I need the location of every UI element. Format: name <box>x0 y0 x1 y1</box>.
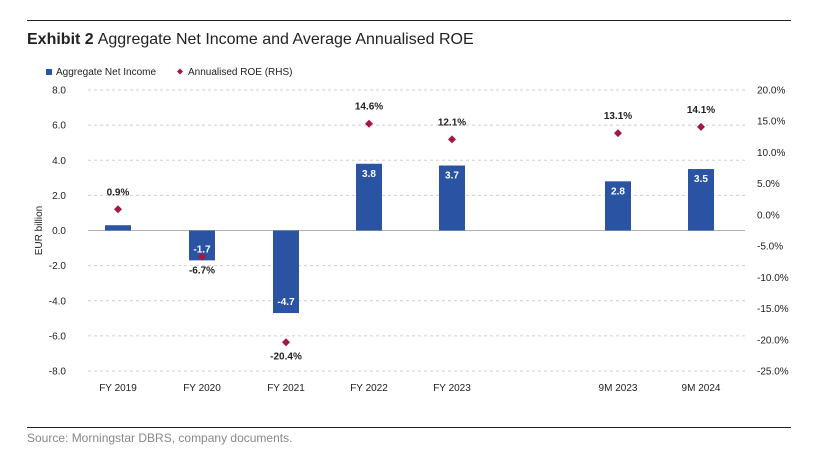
legend-marker-swatch <box>177 68 183 75</box>
exhibit-title: Exhibit 2 Aggregate Net Income and Averag… <box>27 31 474 49</box>
y-tick-label: 0.0 <box>52 226 66 237</box>
y2-tick-label: 10.0% <box>757 148 785 159</box>
roe-marker <box>448 135 456 144</box>
bar <box>688 169 714 231</box>
bar-value-label: 3.8 <box>362 169 376 180</box>
bar <box>605 181 631 231</box>
source-note: Source: Morningstar DBRS, company docume… <box>27 431 293 445</box>
x-tick-label: FY 2022 <box>350 383 388 394</box>
y2-tick-label: -25.0% <box>757 367 789 378</box>
y2-tick-label: 5.0% <box>757 179 780 190</box>
y-tick-label: -8.0 <box>49 367 67 378</box>
y2-tick-label: 15.0% <box>757 117 785 128</box>
bar-value-label: 3.5 <box>694 174 708 185</box>
top-rule <box>27 20 791 21</box>
bar-value-label: -4.7 <box>277 297 295 308</box>
x-tick-label: FY 2020 <box>183 383 221 394</box>
y2-tick-label: 0.0% <box>757 210 780 221</box>
x-tick-label: FY 2019 <box>99 383 137 394</box>
x-tick-label: FY 2023 <box>433 383 471 394</box>
legend-marker-label: Annualised ROE (RHS) <box>188 67 292 78</box>
bar <box>273 230 299 314</box>
x-tick-label: FY 2021 <box>267 383 305 394</box>
roe-value-label: 14.1% <box>687 105 715 116</box>
roe-value-label: -20.4% <box>270 351 302 362</box>
y-tick-label: -4.0 <box>49 296 67 307</box>
x-tick-label: 9M 2024 <box>682 383 721 394</box>
roe-marker <box>114 205 122 214</box>
roe-marker <box>198 252 206 261</box>
roe-value-label: 12.1% <box>438 117 466 128</box>
bottom-rule <box>27 427 791 428</box>
bar-value-label: 2.8 <box>611 186 625 197</box>
y2-tick-label: 20.0% <box>757 86 785 97</box>
y-tick-label: -2.0 <box>49 261 67 272</box>
bar <box>356 163 382 231</box>
x-tick-label: 9M 2023 <box>599 383 638 394</box>
y2-tick-label: -10.0% <box>757 273 789 284</box>
roe-marker <box>614 129 622 138</box>
roe-value-label: -6.7% <box>189 266 215 277</box>
y-tick-label: -6.0 <box>49 331 67 342</box>
y2-tick-label: -20.0% <box>757 335 789 346</box>
bar <box>439 165 465 231</box>
y2-tick-label: -5.0% <box>757 242 783 253</box>
y-tick-label: 4.0 <box>52 156 66 167</box>
bar <box>105 225 131 231</box>
y-tick-label: 2.0 <box>52 191 66 202</box>
roe-value-label: 0.9% <box>107 187 130 198</box>
legend-bar-label: Aggregate Net Income <box>56 67 156 78</box>
roe-marker <box>697 122 705 131</box>
bar-value-label: 3.7 <box>445 171 459 182</box>
exhibit-number: Exhibit 2 <box>27 31 94 48</box>
roe-value-label: 14.6% <box>355 102 383 113</box>
chart-title: Aggregate Net Income and Average Annuali… <box>97 31 474 48</box>
y2-tick-label: -15.0% <box>757 304 789 315</box>
roe-value-label: 13.1% <box>604 111 632 122</box>
y-tick-label: 8.0 <box>52 86 66 97</box>
y-tick-label: 6.0 <box>52 121 66 132</box>
bar-value-label: -1.7 <box>193 244 211 255</box>
roe-marker <box>282 338 290 347</box>
roe-marker <box>365 119 373 128</box>
legend-bar-swatch <box>46 69 52 75</box>
y-axis-title: EUR billion <box>34 206 45 255</box>
chart-area: 8.0 6.0 4.0 2.0 0.0 -2.0 -4.0 -6.0 -8.0 20.0% 15.0… <box>34 67 789 394</box>
